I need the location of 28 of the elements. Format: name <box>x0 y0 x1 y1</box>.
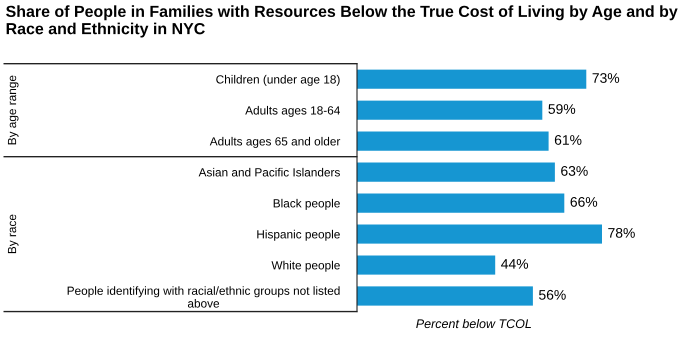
data-label: 73% <box>592 73 620 83</box>
y-tick-label: Adults ages 18-64 <box>245 106 340 117</box>
bar <box>357 255 496 275</box>
text: By age range <box>8 76 19 144</box>
data-label: 61% <box>554 135 582 145</box>
bar <box>357 286 533 306</box>
x-axis-title: Percent below TCOL <box>416 318 531 328</box>
y-tick-label: Children (under age 18) <box>216 74 340 86</box>
data-label: 59% <box>548 104 576 114</box>
data-label: 66% <box>570 197 598 207</box>
bar <box>357 224 602 244</box>
y-tick-label: Black people <box>274 198 340 210</box>
data-label: 78% <box>608 228 635 238</box>
data-label: 44% <box>501 259 528 269</box>
data-label: 56% <box>539 290 566 300</box>
chart-title: Share of People in Families with Resources Below the True Cost of Living by Age and by Race and Ethnicity in NYC <box>6 5 678 38</box>
bar <box>357 194 564 213</box>
y-tick-label: Adults ages 65 and older <box>210 136 340 148</box>
bar <box>357 132 549 151</box>
y-tick-label: People identifying with racial/ethnic groups not listed above <box>68 286 340 308</box>
y-tick-label: Hispanic people <box>257 230 340 241</box>
data-label: 63% <box>561 166 588 176</box>
bar <box>357 162 555 182</box>
y-tick-label: White people <box>271 260 340 272</box>
bar <box>357 70 586 89</box>
y-tick-label: Asian and Pacific Islanders <box>198 168 340 177</box>
text: By race <box>8 214 19 254</box>
bar <box>357 100 542 120</box>
